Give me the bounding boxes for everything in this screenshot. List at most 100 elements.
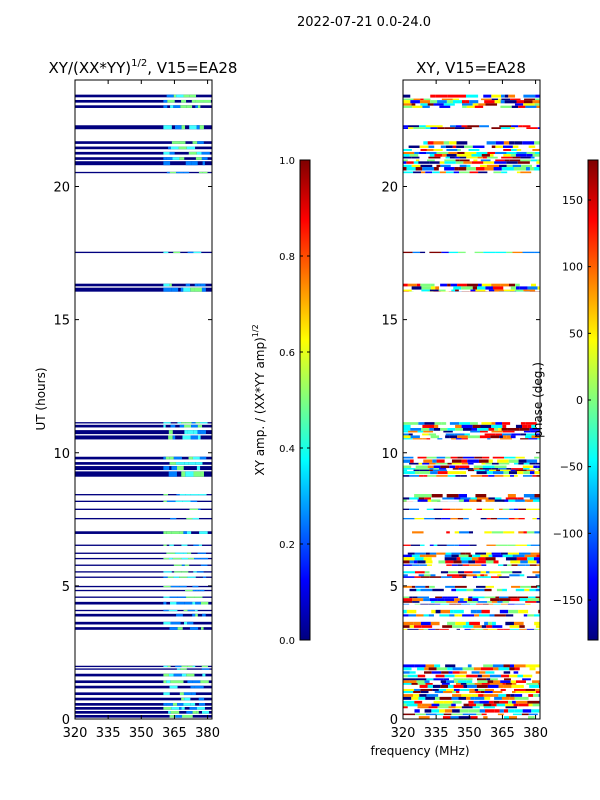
phase-cell	[451, 696, 459, 700]
phase-cell	[411, 103, 416, 106]
phase-cell	[415, 585, 426, 588]
phase-cell	[526, 127, 538, 129]
phase-cell	[523, 100, 533, 104]
phase-cell	[510, 286, 516, 290]
phase-cell	[468, 531, 474, 534]
phase-cell	[466, 167, 476, 171]
phase-cell	[483, 706, 495, 709]
phase-cell	[476, 713, 482, 716]
amp-cell	[171, 287, 179, 292]
phase-cell	[408, 614, 417, 617]
amp-cell	[175, 552, 184, 554]
phase-cell	[500, 283, 509, 287]
phase-cell	[417, 674, 426, 678]
phase-cell	[537, 465, 540, 469]
phase-cell	[502, 588, 507, 592]
phase-cell	[455, 475, 461, 477]
phase-cell	[533, 694, 539, 697]
amp-cell	[163, 422, 171, 424]
phase-cell	[487, 151, 496, 155]
phase-cell	[473, 700, 480, 704]
phase-cell	[479, 671, 486, 674]
phase-cell	[489, 154, 494, 157]
phase-cell	[437, 598, 445, 602]
phase-cell	[441, 154, 447, 157]
amp-cell	[192, 613, 196, 617]
phase-cell	[474, 469, 485, 472]
amp-band-7	[75, 680, 212, 684]
phase-cell	[534, 433, 540, 436]
phase-cell	[523, 430, 531, 433]
phase-cell	[471, 161, 484, 164]
phase-cell	[508, 471, 517, 475]
amp-band-44	[75, 151, 212, 155]
amp-cell	[183, 552, 188, 554]
phase-cell	[518, 609, 529, 614]
phase-cell	[427, 684, 433, 688]
amp-band-25	[75, 531, 212, 534]
phase-cell	[481, 674, 490, 678]
phase-cell	[514, 517, 519, 520]
phase-cell	[522, 709, 532, 713]
phase-cell	[427, 475, 437, 477]
amp-cell	[171, 141, 180, 144]
phase-cell	[491, 601, 498, 603]
amp-band-16	[75, 596, 212, 598]
phase-cell	[464, 571, 473, 574]
phase-cell	[473, 667, 481, 671]
left-title-sup: 1/2	[131, 58, 147, 69]
phase-cell	[428, 667, 437, 671]
amp-cell	[195, 105, 198, 108]
phase-cell	[516, 471, 524, 475]
phase-cell	[523, 531, 527, 534]
amp-cell	[163, 544, 167, 546]
phase-cell	[418, 574, 424, 577]
phase-cell	[477, 497, 489, 500]
phase-cell	[478, 557, 486, 561]
phase-cell	[495, 433, 503, 436]
amp-cell	[198, 171, 203, 174]
phase-cell	[498, 667, 510, 671]
phase-cell	[436, 151, 449, 155]
phase-cell	[451, 588, 457, 592]
phase-cell	[449, 614, 455, 617]
phase-cell	[447, 283, 451, 287]
phase-cell	[535, 596, 540, 599]
phase-cell	[408, 125, 420, 128]
phase-cell	[481, 682, 490, 685]
phase-cell	[494, 709, 500, 713]
phase-cell	[538, 694, 540, 697]
phase-cell	[440, 571, 449, 574]
phase-cell	[490, 678, 498, 681]
right-plot-frame	[402, 79, 541, 720]
amp-cell	[163, 557, 169, 560]
amp-cell	[181, 673, 187, 677]
phase-cell	[416, 680, 425, 683]
phase-cell	[431, 609, 436, 614]
phase-cell	[430, 94, 436, 98]
phase-cell	[473, 159, 478, 162]
phase-cell	[503, 148, 512, 151]
phase-cell	[403, 94, 411, 98]
phase-cell	[492, 471, 504, 475]
phase-cell	[429, 289, 439, 292]
phase-cell	[514, 462, 519, 465]
phase-cell	[505, 497, 518, 500]
amp-cell	[187, 665, 193, 668]
phase-cell	[414, 494, 421, 498]
phase-cell	[462, 614, 475, 617]
phase-cell	[435, 628, 440, 630]
amp-cell	[183, 171, 190, 174]
phase-cell	[459, 159, 470, 162]
amp-cell	[183, 692, 192, 696]
phase-cell	[438, 560, 446, 564]
amp-band-18	[75, 585, 212, 588]
amp-band-3	[75, 703, 212, 706]
phase-cell	[505, 557, 517, 561]
phase-cell	[511, 682, 517, 685]
phase-cell	[497, 601, 503, 603]
phase-cell	[485, 709, 495, 713]
phase-cell	[535, 462, 540, 465]
phase-cell	[515, 700, 528, 704]
amp-cell	[175, 715, 183, 718]
